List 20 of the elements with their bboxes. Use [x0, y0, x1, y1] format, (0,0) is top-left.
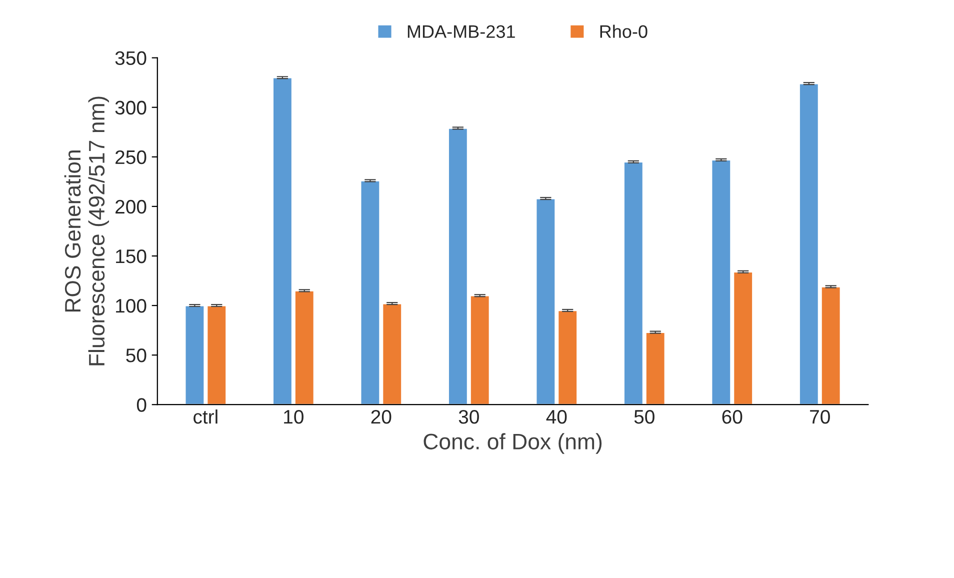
x-tick-label: 40 — [546, 410, 567, 424]
y-tick-label: 250 — [116, 150, 146, 164]
legend-label: MDA-MB-231 — [408, 25, 515, 38]
x-tick-label: 50 — [634, 410, 654, 424]
x-tick-label: 60 — [722, 410, 742, 424]
y-tick-label: 350 — [115, 51, 146, 66]
y-axis-title: ROS Generation Fluorescence (492/517 nm) — [64, 96, 109, 366]
y-tick-label: 300 — [115, 100, 146, 115]
x-tick-label: 20 — [371, 410, 392, 424]
x-tick-label: 10 — [284, 410, 304, 424]
x-axis-title: Conc. of Dox (nm) — [424, 433, 602, 454]
x-tick-label: ctrl — [194, 409, 218, 424]
y-tick-label: 0 — [136, 398, 146, 412]
y-tick-label: 150 — [116, 249, 146, 264]
legend-label: Rho-0 — [600, 24, 648, 38]
y-tick-label: 100 — [116, 298, 146, 313]
x-tick-label: 70 — [810, 410, 830, 424]
x-tick-label: 30 — [458, 410, 479, 424]
y-tick-label: 200 — [116, 200, 146, 214]
y-tick-label: 50 — [126, 348, 146, 362]
